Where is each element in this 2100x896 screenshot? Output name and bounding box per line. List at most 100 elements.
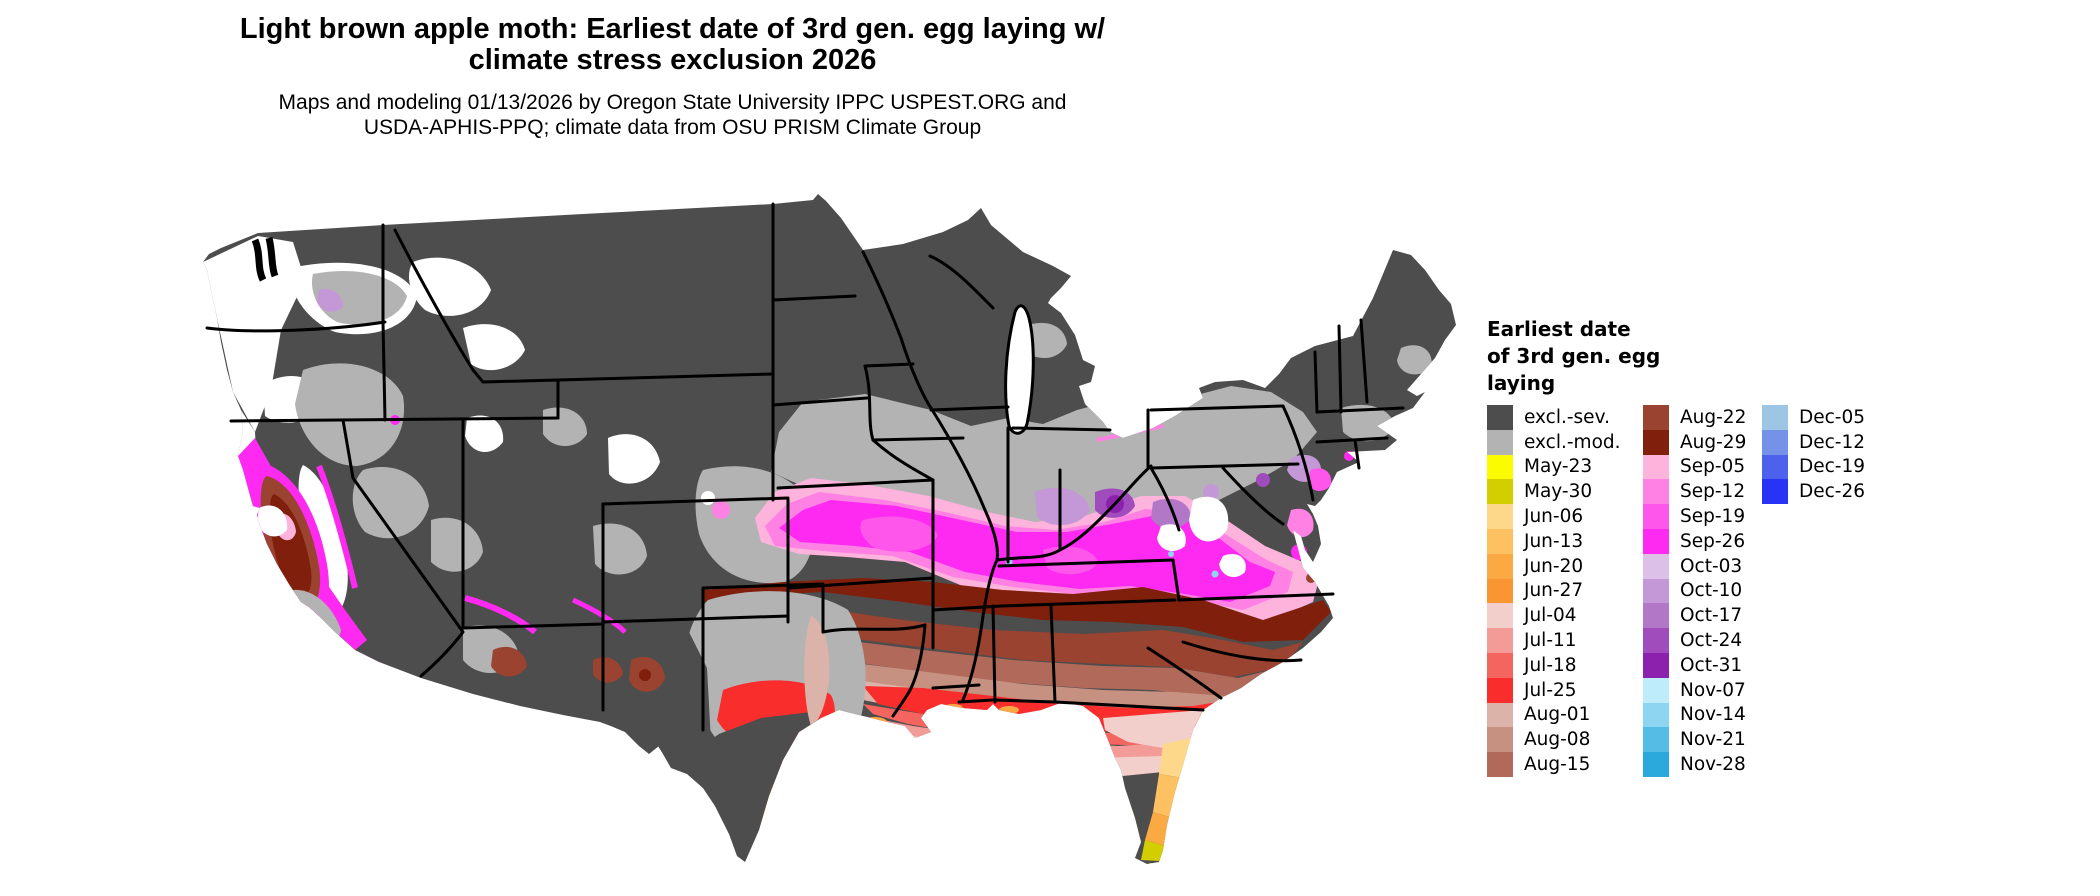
legend-swatch xyxy=(1487,504,1513,529)
legend-swatch xyxy=(1487,628,1513,653)
legend-item: Jun-06 xyxy=(1487,504,1643,529)
legend-item: Jun-27 xyxy=(1487,578,1643,604)
map-region-west-specks xyxy=(317,288,730,683)
legend-label: Aug-08 xyxy=(1524,729,1591,751)
legend-item: Aug-01 xyxy=(1487,702,1643,728)
legend-swatch xyxy=(1643,628,1669,653)
page-title: Light brown apple moth: Earliest date of… xyxy=(239,13,1106,45)
us-map-svg xyxy=(203,194,1456,864)
map-region-east-texas-aug01 xyxy=(804,616,830,726)
legend-item: Aug-08 xyxy=(1487,727,1643,753)
map-region-aug15-band xyxy=(763,632,1283,698)
legend-swatch xyxy=(1487,528,1513,554)
legend-swatch xyxy=(1487,454,1513,480)
legend-label: Dec-19 xyxy=(1799,456,1866,478)
legend-label: Jul-11 xyxy=(1524,630,1577,652)
legend-item: Jun-13 xyxy=(1487,528,1643,554)
legend-label: Jun-20 xyxy=(1524,555,1584,577)
legend-item: Dec-19 xyxy=(1762,454,1882,480)
legend-item: Sep-05 xyxy=(1643,454,1762,480)
legend-item: Oct-17 xyxy=(1643,603,1762,629)
legend-label: Sep-26 xyxy=(1680,530,1746,552)
legend-label: Jun-13 xyxy=(1524,530,1584,552)
legend-item: Dec-26 xyxy=(1762,479,1882,505)
subtitle-line2: USDA-APHIS-PPQ; climate data from OSU PR… xyxy=(363,116,982,139)
map-region-texas-bigbend-darkred xyxy=(639,669,651,681)
legend-label: Dec-05 xyxy=(1799,406,1866,428)
legend-item: Sep-12 xyxy=(1643,479,1762,505)
legend-label: Nov-21 xyxy=(1680,729,1746,751)
map-region-texas-west-excl xyxy=(600,618,711,768)
us-pest-risk-map xyxy=(163,170,1463,892)
legend-item: Nov-14 xyxy=(1643,702,1762,728)
legend-item: Dec-05 xyxy=(1762,405,1882,430)
puget-sound xyxy=(251,237,279,282)
legend-swatch xyxy=(1762,454,1788,480)
legend-swatch xyxy=(1487,752,1513,777)
legend-swatch xyxy=(1487,603,1513,629)
legend-label: Nov-14 xyxy=(1680,704,1746,726)
map-region-sep19-blobs xyxy=(860,516,1098,575)
legend-swatch xyxy=(1487,727,1513,753)
legend-item: excl.-sev. xyxy=(1487,405,1643,430)
legend-label: Dec-12 xyxy=(1799,431,1866,453)
legend-label: excl.-sev. xyxy=(1524,406,1610,428)
legend-label: Aug-22 xyxy=(1680,406,1747,428)
legend-item: Jul-25 xyxy=(1487,677,1643,703)
legend-swatch xyxy=(1487,553,1513,579)
legend-swatch xyxy=(1643,727,1669,753)
legend-item: Aug-22 xyxy=(1643,405,1762,430)
legend-item: Oct-10 xyxy=(1643,578,1762,604)
map-legend: Earliest date of 3rd gen. egg laying exc… xyxy=(1487,316,1927,777)
legend-item: May-23 xyxy=(1487,454,1643,480)
legend-label: Jul-25 xyxy=(1524,679,1577,701)
legend-label: Jul-18 xyxy=(1524,654,1577,676)
legend-swatch xyxy=(1487,405,1513,430)
legend-label: Oct-03 xyxy=(1680,555,1743,577)
subtitle: Maps and modeling 01/13/2026 by Oregon S… xyxy=(278,91,1067,114)
legend-columns: excl.-sev. excl.-mod. May-23 May-30 Jun-06 Ju… xyxy=(1487,405,1927,777)
legend-label: Jul-04 xyxy=(1524,605,1577,627)
map-region-aug29-band xyxy=(703,578,1331,642)
map-region-aug22-band xyxy=(723,606,1303,677)
map-raster xyxy=(203,194,1456,864)
lake-michigan xyxy=(1004,304,1035,435)
legend-item: Nov-28 xyxy=(1643,752,1762,777)
legend-label: Oct-17 xyxy=(1680,605,1743,627)
legend-item: May-30 xyxy=(1487,479,1643,505)
legend-item: Jun-20 xyxy=(1487,553,1643,579)
legend-swatch xyxy=(1643,652,1669,678)
legend-label: Jun-27 xyxy=(1524,580,1584,602)
legend-label: Oct-24 xyxy=(1680,630,1743,652)
legend-swatch xyxy=(1762,405,1788,430)
legend-swatch xyxy=(1643,752,1669,777)
legend-label: Sep-19 xyxy=(1680,506,1746,528)
legend-swatch xyxy=(1487,677,1513,703)
legend-title: Earliest date of 3rd gen. egg laying xyxy=(1487,317,1661,395)
legend-swatch xyxy=(1487,702,1513,728)
legend-swatch xyxy=(1643,677,1669,703)
legend-item: Dec-12 xyxy=(1762,429,1882,455)
legend-column-3: Dec-05 Dec-12 Dec-19 Dec-26 xyxy=(1762,405,1882,505)
legend-label: Sep-12 xyxy=(1680,481,1746,503)
legend-item: Aug-15 xyxy=(1487,752,1643,777)
legend-column-2: Aug-22 Aug-29 Sep-05 Sep-12 Sep-19 Sep-26 Oct-… xyxy=(1643,405,1762,777)
legend-swatch xyxy=(1487,429,1513,455)
map-region-jul11-band xyxy=(853,714,1213,760)
legend-label: Aug-01 xyxy=(1524,704,1591,726)
legend-label: Jun-06 xyxy=(1524,506,1584,528)
map-region-texas-south-excl xyxy=(671,712,819,862)
legend-item: excl.-mod. xyxy=(1487,429,1643,455)
legend-label: Dec-26 xyxy=(1799,481,1866,503)
legend-item: Sep-19 xyxy=(1643,504,1762,529)
legend-item: Oct-31 xyxy=(1643,652,1762,678)
map-region-appalachian-white xyxy=(1157,496,1246,578)
legend-label: Aug-15 xyxy=(1524,754,1591,776)
legend-swatch xyxy=(1643,429,1669,455)
legend-label: excl.-mod. xyxy=(1524,431,1621,453)
legend-swatch xyxy=(1643,504,1669,529)
legend-item: Jul-11 xyxy=(1487,628,1643,653)
legend-label: May-30 xyxy=(1524,481,1593,503)
legend-swatch xyxy=(1487,479,1513,505)
legend-item: Nov-07 xyxy=(1643,677,1762,703)
